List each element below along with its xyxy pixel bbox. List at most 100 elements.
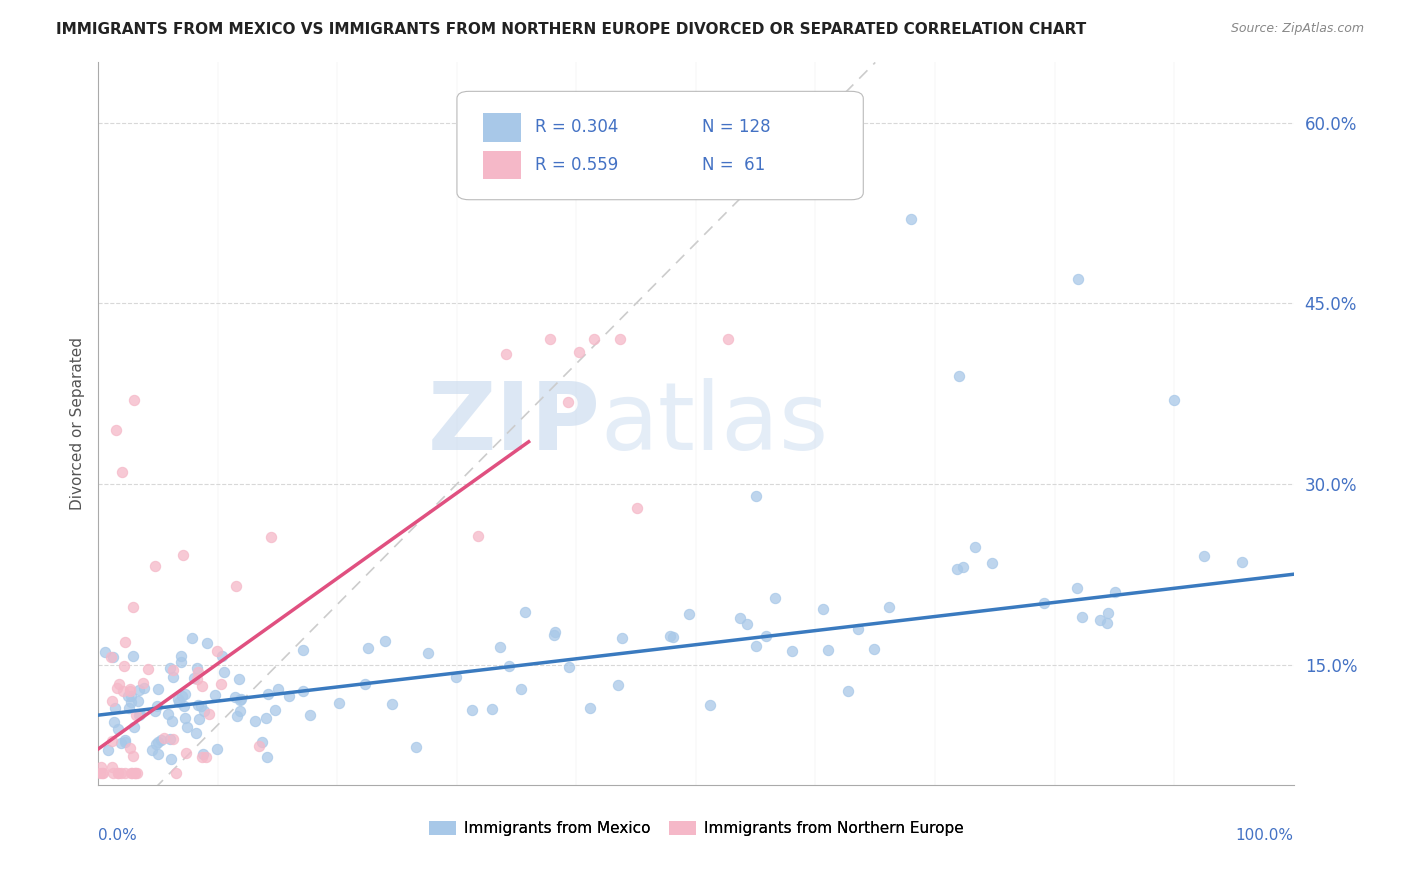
Point: [187, 698, 209, 712]
Point: [105, 681, 128, 695]
Point: [209, 677, 232, 691]
Point: [254, 711, 277, 725]
Point: [146, 735, 169, 749]
Point: [229, 693, 252, 707]
Point: [467, 529, 489, 543]
Point: [730, 611, 752, 625]
Point: [138, 662, 160, 676]
Point: [145, 738, 167, 752]
Point: [174, 687, 197, 701]
Point: [1070, 610, 1092, 624]
Point: [292, 683, 315, 698]
Point: [609, 332, 631, 346]
Text: 0.0%: 0.0%: [98, 829, 138, 843]
Point: [107, 765, 129, 780]
Point: [582, 332, 605, 346]
Point: [118, 701, 141, 715]
Point: [952, 560, 974, 574]
Point: [1033, 596, 1056, 610]
Point: [1097, 616, 1119, 631]
Point: [122, 600, 145, 615]
Point: [755, 629, 778, 643]
Point: [267, 682, 290, 697]
Point: [107, 722, 129, 736]
Point: [160, 752, 183, 766]
Point: [100, 734, 122, 748]
Point: [159, 661, 181, 675]
Point: [125, 765, 148, 780]
Point: [121, 748, 143, 763]
Point: [104, 700, 127, 714]
Point: [558, 660, 581, 674]
Point: [211, 649, 233, 664]
Point: [100, 650, 122, 665]
Point: [112, 683, 135, 698]
Point: [193, 704, 215, 718]
Point: [143, 558, 166, 573]
Point: [187, 665, 209, 679]
Point: [606, 678, 628, 692]
Point: [172, 549, 194, 563]
Point: [879, 599, 901, 614]
Point: [418, 647, 440, 661]
Point: [101, 694, 124, 708]
Point: [149, 732, 172, 747]
Point: [225, 578, 247, 592]
Point: [101, 649, 124, 664]
Point: [250, 735, 273, 749]
Point: [114, 734, 136, 748]
Point: [89, 765, 111, 780]
Point: [191, 749, 214, 764]
Point: [90, 760, 112, 774]
Text: ZIP: ZIP: [427, 377, 600, 470]
Point: [124, 765, 146, 780]
Point: [124, 765, 146, 780]
Point: [174, 746, 197, 760]
Point: [543, 628, 565, 642]
Point: [91, 765, 114, 780]
Point: [114, 765, 136, 780]
Point: [226, 709, 249, 723]
Point: [212, 665, 235, 679]
Point: [557, 394, 579, 409]
Point: [224, 690, 246, 704]
Point: [264, 703, 287, 717]
Text: N =  61: N = 61: [702, 156, 765, 174]
Point: [260, 530, 283, 544]
Point: [299, 708, 322, 723]
Point: [121, 765, 143, 780]
Point: [292, 642, 315, 657]
Text: atlas: atlas: [600, 377, 828, 470]
Text: N = 128: N = 128: [702, 119, 770, 136]
Point: [1088, 613, 1111, 627]
Point: [948, 368, 970, 383]
Bar: [484, 151, 522, 179]
Point: [134, 681, 156, 696]
Point: [228, 672, 250, 686]
Point: [165, 765, 187, 780]
Point: [107, 765, 129, 780]
Point: [91, 765, 114, 780]
Point: [195, 636, 218, 650]
Point: [146, 699, 169, 714]
Point: [184, 725, 207, 739]
Point: [846, 622, 869, 636]
Point: [745, 639, 768, 653]
Point: [381, 698, 404, 712]
Point: [160, 714, 183, 728]
Point: [146, 747, 169, 761]
Point: [228, 704, 250, 718]
Point: [122, 720, 145, 734]
Point: [170, 655, 193, 669]
Legend: Immigrants from Mexico, Immigrants from Northern Europe: Immigrants from Mexico, Immigrants from …: [422, 815, 970, 842]
Point: [699, 698, 721, 713]
Point: [174, 711, 197, 725]
Point: [181, 631, 204, 645]
Point: [191, 747, 214, 762]
Point: [103, 765, 125, 780]
Point: [980, 556, 1002, 570]
Point: [143, 704, 166, 718]
Point: [110, 736, 132, 750]
Point: [127, 693, 149, 707]
Point: [328, 697, 350, 711]
